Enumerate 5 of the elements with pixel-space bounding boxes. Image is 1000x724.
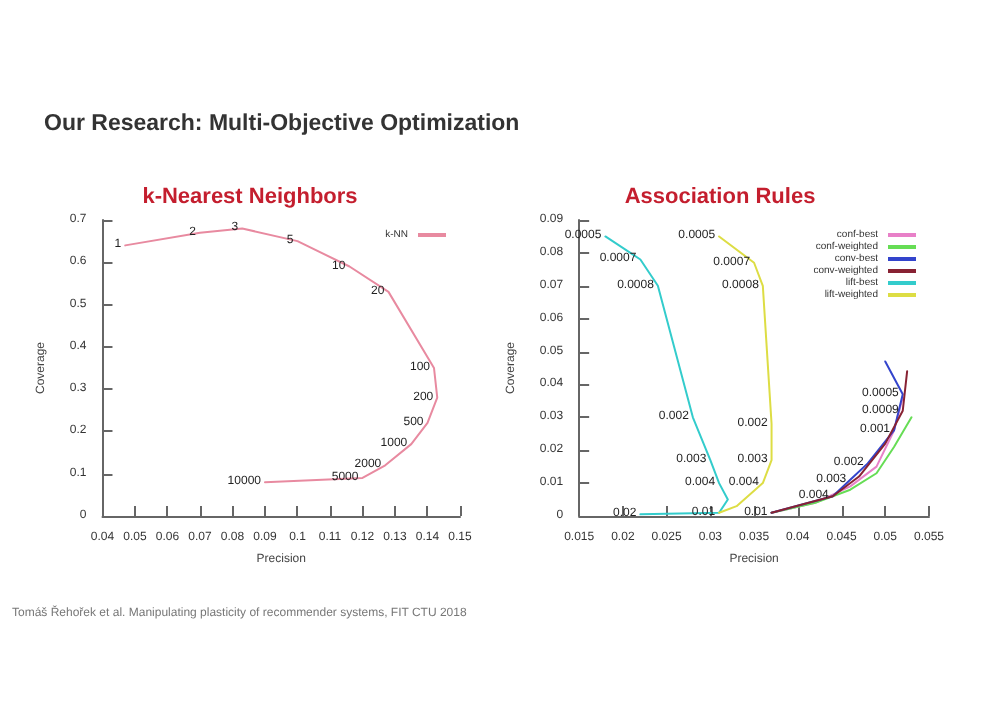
text: Our Research: Multi-Objective Optimization	[44, 112, 520, 136]
chart-title: Association Rules	[624, 185, 816, 209]
chart-title: k-Nearest Neighbors	[142, 185, 358, 209]
line-series	[124, 227, 439, 484]
line-series	[770, 416, 913, 514]
